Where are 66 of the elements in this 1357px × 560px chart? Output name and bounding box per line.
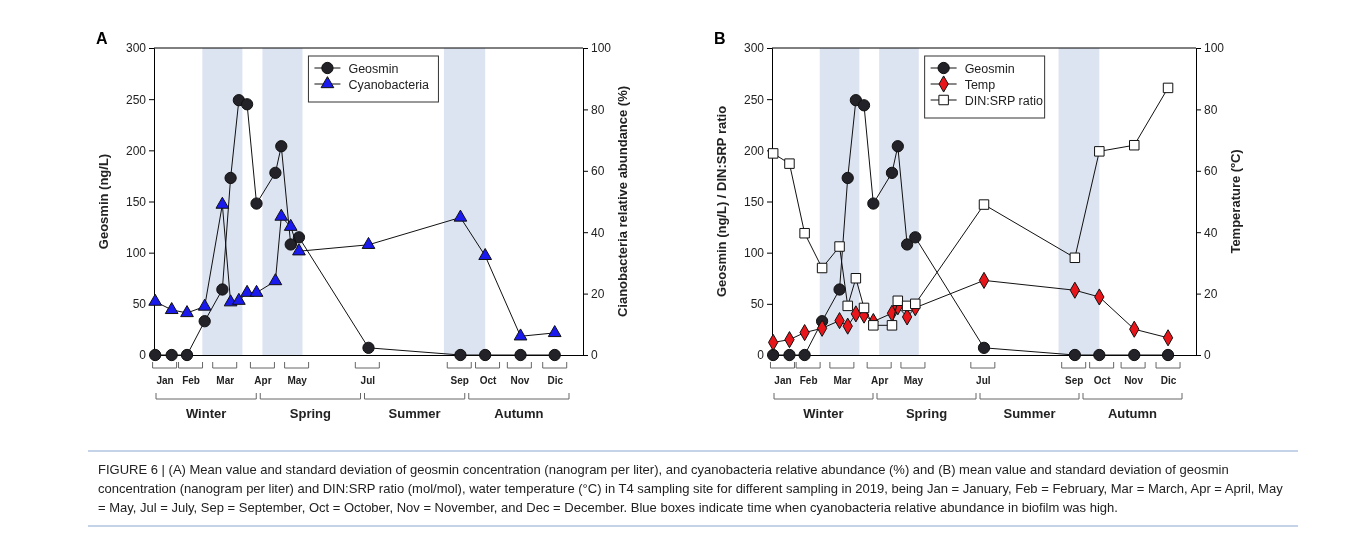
- text: Spring: [289, 406, 332, 421]
- text: Autumn: [1107, 406, 1158, 421]
- y-tick-label: 150: [125, 194, 147, 209]
- y2-axis-title: Temperature (ºC): [1228, 149, 1243, 254]
- x-tick-label: Apr: [871, 375, 889, 387]
- x-tick-label: May: [903, 375, 924, 387]
- y2-tick-label: 0: [591, 348, 598, 363]
- x-tick-label: Apr: [254, 375, 272, 387]
- text: Spring: [905, 406, 948, 421]
- legend-label: Cyanobacteria: [348, 77, 430, 92]
- x-tick-label: Mar: [216, 375, 235, 387]
- text: Winter: [185, 406, 227, 421]
- text: Summer: [1003, 406, 1056, 421]
- y-tick-label: 50: [750, 297, 765, 312]
- x-tick-label: Mar: [833, 375, 852, 387]
- x-tick-label: Jan: [156, 375, 174, 387]
- y2-tick-label: 40: [1204, 225, 1218, 240]
- y2-tick-label: 60: [1204, 164, 1218, 179]
- y-tick-label: 150: [743, 194, 765, 209]
- x-tick-label: Nov: [510, 375, 530, 387]
- x-tick-label: Oct: [1093, 375, 1112, 387]
- y-tick-label: 300: [125, 41, 147, 56]
- y-tick-label: 200: [125, 143, 147, 158]
- chart-title: B: [714, 30, 726, 47]
- y2-tick-label: 80: [591, 102, 605, 117]
- chart-title: A: [96, 30, 108, 47]
- y2-tick-label: 20: [591, 286, 605, 301]
- x-tick-label: Jan: [774, 375, 792, 387]
- y2-tick-label: 0: [1204, 348, 1211, 363]
- text: Summer: [388, 406, 441, 421]
- y-tick-label: 200: [743, 143, 765, 158]
- x-tick-label: Jul: [976, 375, 991, 387]
- y-tick-label: 100: [743, 246, 765, 261]
- y2-tick-label: 100: [591, 41, 612, 56]
- x-tick-label: Sep: [450, 375, 469, 387]
- x-tick-label: Jul: [360, 375, 376, 387]
- legend-label: Temp: [964, 77, 996, 92]
- y-axis-title: Geosmin (ng/L): [96, 153, 111, 250]
- legend-label: Geosmin: [348, 61, 399, 76]
- y2-tick-label: 100: [1204, 41, 1225, 56]
- x-tick-label: Nov: [1124, 375, 1144, 387]
- y-tick-label: 250: [125, 92, 147, 107]
- y-tick-label: 100: [125, 246, 147, 261]
- y2-axis-title: Cianobacteria relative abundance (%): [615, 85, 630, 318]
- y-tick-label: 0: [139, 348, 147, 363]
- legend-label: Geosmin: [964, 61, 1015, 76]
- y-tick-label: 0: [757, 348, 765, 363]
- y2-tick-label: 20: [1204, 286, 1218, 301]
- x-tick-label: May: [287, 375, 308, 387]
- y2-tick-label: 80: [1204, 102, 1218, 117]
- y-tick-label: 50: [132, 297, 147, 312]
- x-tick-label: Feb: [799, 375, 818, 387]
- y2-tick-label: 60: [591, 164, 605, 179]
- text: Winter: [803, 406, 844, 421]
- x-tick-label: Oct: [479, 375, 498, 387]
- y-tick-label: 250: [743, 92, 765, 107]
- x-tick-label: Dic: [1160, 375, 1177, 387]
- x-tick-label: Dic: [547, 375, 564, 387]
- caption: FIGURE 6 | (A) Mean value and standard deviation of geosmin concentration (nanogram per liter), and cyanobacteria relative abundance (%) and (B) mean value and standard deviation of geosmin concentration (nanogram per liter) and DIN:SRP ratio (mol/mol), water temperature (°C) in T4 sampling site for different sampling in 2019, being Jan = January, Feb = February, Mar = March, Apr = April, May = May, Jul = July, Sep = September, Oct = October, Nov = November, and Dec = December. Blue boxes indicate time when cyanobacteria relative abundance in biofilm was high.: [88, 450, 1298, 527]
- x-tick-label: Feb: [182, 375, 200, 387]
- text: Autumn: [494, 406, 544, 421]
- x-tick-label: Sep: [1065, 375, 1084, 387]
- legend-label: DIN:SRP ratio: [964, 93, 1043, 108]
- y-tick-label: 300: [743, 41, 765, 56]
- y-axis-title: Geosmin (ng/L) / DIN:SRP ratio: [714, 105, 729, 298]
- y2-tick-label: 40: [591, 225, 605, 240]
